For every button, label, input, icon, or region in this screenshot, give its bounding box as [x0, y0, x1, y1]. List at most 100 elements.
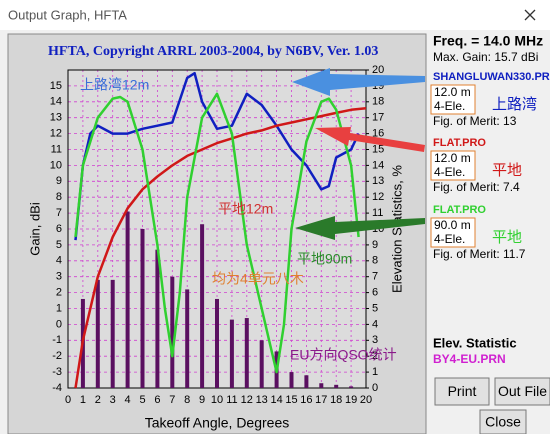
y2-tick-label: 13: [372, 175, 384, 187]
x-tick-label: 14: [270, 394, 282, 406]
y-tick-label: -3: [52, 366, 62, 378]
y2-tick-label: 12: [372, 191, 384, 203]
y2-tick-label: 11: [372, 207, 383, 219]
y-tick-label: 15: [50, 80, 62, 92]
x-tick-label: 16: [300, 394, 312, 406]
antenna-merit: Fig. of Merit: 7.4: [433, 180, 520, 194]
y2-tick-label: 0: [372, 382, 378, 394]
antenna-elements: 4-Ele.: [434, 232, 465, 246]
antenna-merit: Fig. of Merit: 13: [433, 114, 517, 128]
annotation: EU方向QSO统计: [290, 347, 397, 363]
freq: Freq. = 14.0 MHz: [433, 33, 543, 49]
y-tick-label: 11: [51, 143, 62, 155]
bar: [125, 211, 130, 388]
y2-tick-label: 5: [372, 302, 378, 314]
y2-tick-label: 15: [372, 143, 384, 155]
y-tick-label: 7: [56, 207, 62, 219]
title-bar: [0, 0, 550, 30]
x-tick-label: 20: [360, 394, 372, 406]
y-tick-label: 12: [50, 128, 62, 140]
window-title: Output Graph, HFTA: [8, 7, 127, 22]
y2-axis-label: Elevation Statistics, %: [389, 165, 404, 293]
chart-title: HFTA, Copyright ARRL 2003-2004, by N6BV,…: [48, 44, 378, 59]
y2-tick-label: 14: [372, 159, 384, 171]
x-tick-label: 9: [199, 394, 205, 406]
antenna-height: 12.0 m: [434, 151, 471, 165]
antenna-label: 平地: [492, 229, 522, 246]
y2-tick-label: 4: [372, 318, 378, 330]
antenna-height: 12.0 m: [434, 85, 471, 99]
x-axis-label: Takeoff Angle, Degrees: [145, 415, 290, 431]
x-tick-label: 5: [139, 394, 145, 406]
y-tick-label: 6: [56, 223, 62, 235]
y2-tick-label: 9: [372, 239, 378, 251]
bar: [259, 340, 264, 388]
bar: [170, 276, 175, 388]
bar: [185, 289, 190, 388]
y-tick-label: 10: [50, 159, 62, 171]
y2-tick-label: 2: [372, 350, 378, 362]
button[interactable]: [434, 377, 490, 406]
y2-tick-label: 3: [372, 334, 378, 346]
line: [74, 92, 360, 374]
y2-tick-label: 6: [372, 287, 378, 299]
y2-tick-label: 1: [372, 366, 378, 378]
antenna-name: FLAT.PRO: [433, 137, 486, 149]
annotation: 平地12m: [218, 201, 273, 217]
bar: [95, 279, 100, 388]
y2-tick-label: 16: [372, 128, 384, 140]
y-axis-label: Gain, dBi: [27, 202, 42, 256]
bar: [244, 318, 249, 388]
bar: [319, 383, 324, 388]
y-tick-label: 2: [56, 287, 62, 299]
y-tick-label: 14: [50, 96, 62, 108]
bar: [349, 386, 354, 388]
elev-file: BY4-EU.PRN: [433, 352, 506, 366]
line: [74, 71, 360, 241]
antenna-name: FLAT.PRO: [433, 204, 486, 216]
button[interactable]: [494, 377, 550, 406]
antenna-box: [430, 84, 476, 115]
y-tick-label: 1: [56, 302, 62, 314]
button-label[interactable]: Print: [448, 383, 477, 399]
x-tick-label: 13: [256, 394, 268, 406]
antenna-elements: 4-Ele.: [434, 165, 465, 179]
x-tick-label: 19: [345, 394, 357, 406]
x-tick-label: 8: [184, 394, 190, 406]
bar: [289, 372, 294, 388]
y2-tick-label: 7: [372, 271, 378, 283]
bar: [334, 384, 339, 388]
antenna-box: [430, 217, 476, 248]
button[interactable]: [479, 409, 527, 435]
x-tick-label: 2: [95, 394, 101, 406]
bar: [229, 319, 234, 388]
bar: [155, 249, 160, 388]
antenna-elements: 4-Ele.: [434, 99, 465, 113]
antenna-name: SHANGLUWAN330.PRO: [433, 71, 550, 83]
green-arrow: [295, 216, 425, 240]
x-tick-label: 3: [110, 394, 116, 406]
x-tick-label: 6: [154, 394, 160, 406]
button-label[interactable]: Close: [485, 414, 521, 430]
annotation: 平地90m: [297, 251, 352, 267]
bar: [200, 224, 205, 388]
y-tick-label: 8: [56, 191, 62, 203]
x-tick-label: 11: [226, 394, 237, 406]
y2-tick-label: 18: [372, 96, 384, 108]
y-tick-label: 5: [56, 239, 62, 251]
x-tick-label: 17: [315, 394, 327, 406]
antenna-box: [430, 150, 476, 181]
max-gain: Max. Gain: 15.7 dBi: [433, 50, 538, 64]
antenna-label: 平地: [492, 162, 522, 179]
close-icon[interactable]: [524, 9, 536, 21]
y-tick-label: -4: [52, 382, 62, 394]
antenna-height: 90.0 m: [434, 218, 471, 232]
y2-tick-label: 17: [372, 112, 384, 124]
x-tick-label: 7: [169, 394, 175, 406]
x-tick-label: 1: [80, 394, 86, 406]
x-tick-label: 0: [65, 394, 71, 406]
x-tick-label: 10: [211, 394, 223, 406]
annotation: 上路湾12m: [80, 77, 149, 93]
button-label[interactable]: Out File: [498, 383, 547, 399]
